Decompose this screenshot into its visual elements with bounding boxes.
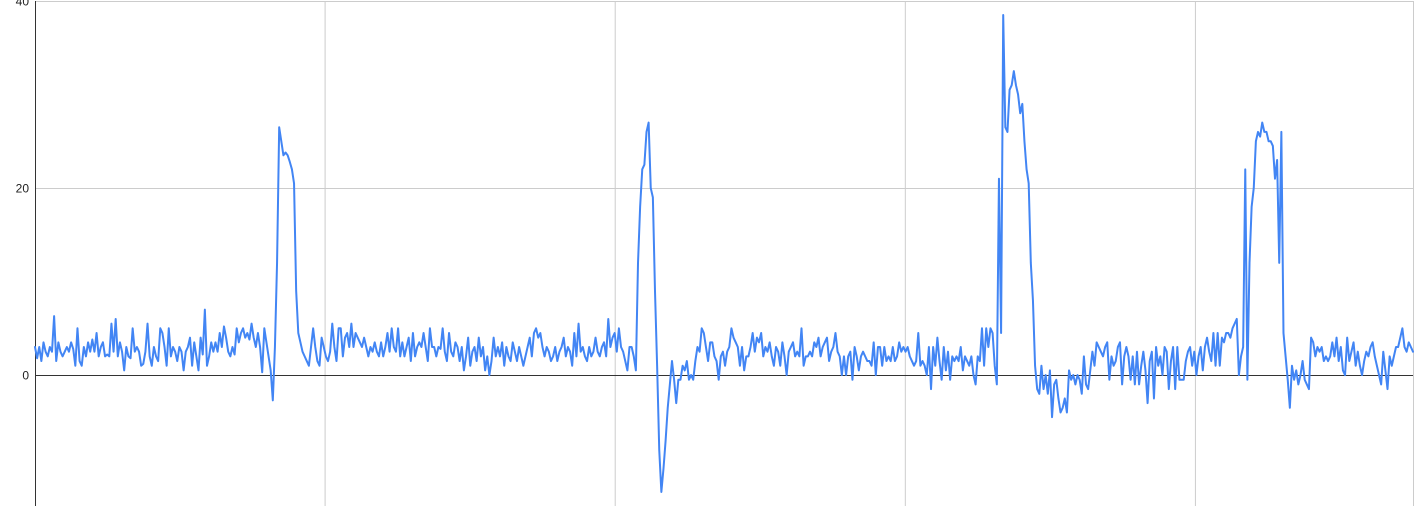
gridlines	[35, 1, 1414, 506]
series-layer	[34, 14, 1414, 493]
y-tick-label: 0	[22, 369, 29, 383]
y-tick-label: 40	[16, 0, 30, 9]
series-line	[34, 14, 1414, 493]
y-tick-label: 20	[16, 182, 30, 196]
tick-labels: 0 20 40	[16, 0, 30, 383]
